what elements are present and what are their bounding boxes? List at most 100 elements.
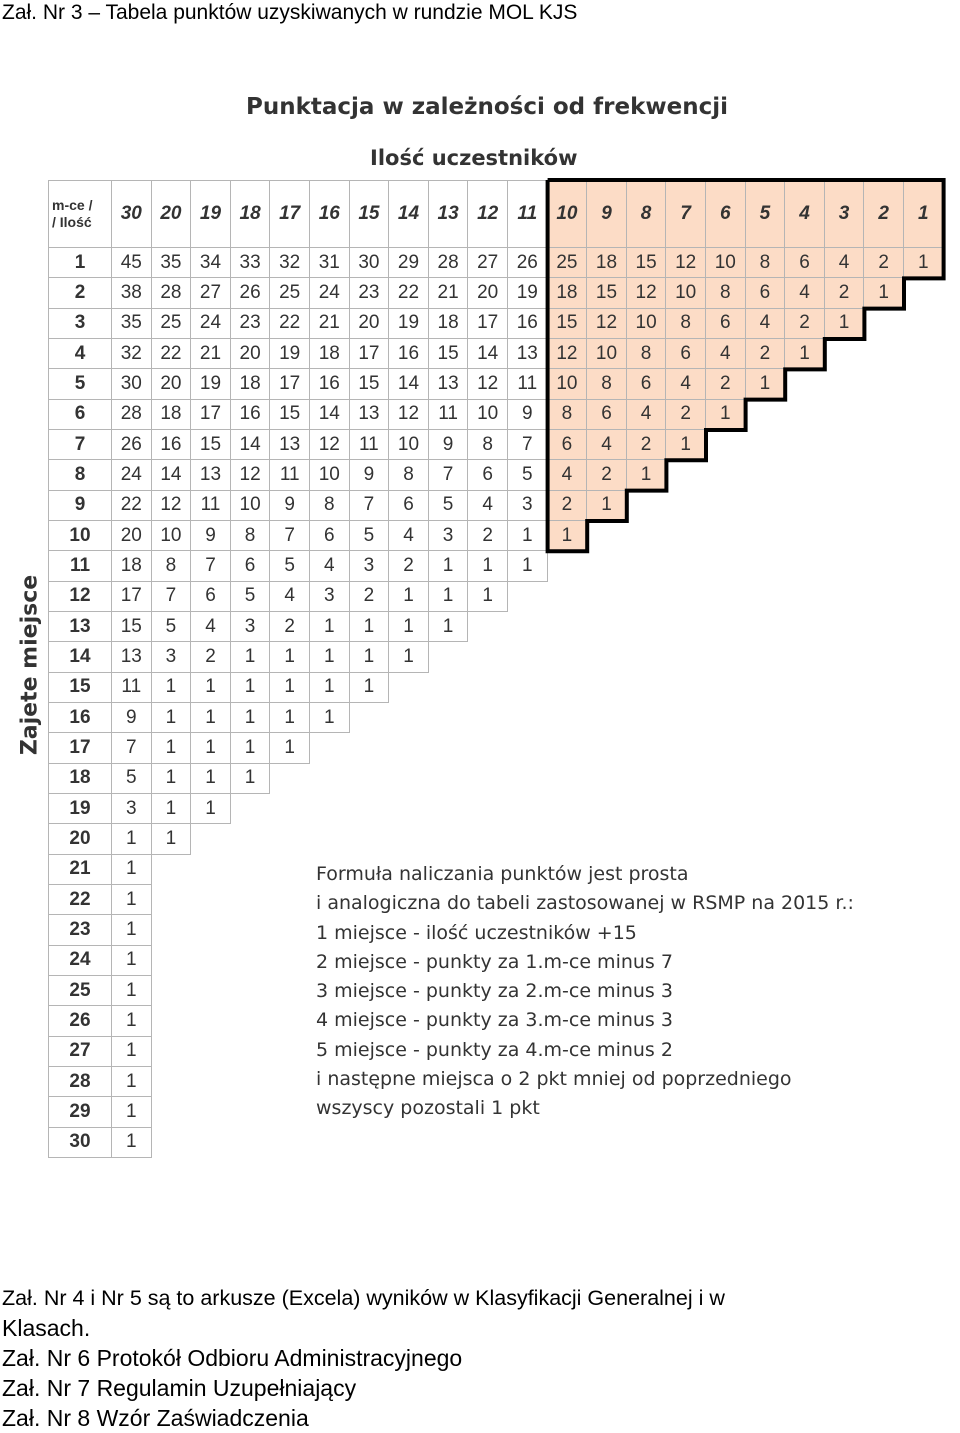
table-cell: 1 — [151, 824, 192, 855]
row-header-place: 19 — [48, 793, 112, 825]
table-cell: 1 — [270, 642, 310, 673]
row-header-place: 7 — [48, 429, 112, 461]
column-header: 8 — [626, 180, 667, 248]
table-cell: 4 — [824, 248, 865, 279]
table-cell: 23 — [230, 308, 271, 339]
table-cell: 1 — [112, 1036, 152, 1067]
table-cell: 11 — [428, 399, 469, 430]
row-header-place: 29 — [48, 1097, 112, 1128]
row-header-place: 27 — [48, 1036, 112, 1067]
table-cell: 30 — [349, 248, 390, 279]
table-cell: 4 — [547, 460, 588, 491]
row-header-place: 15 — [48, 672, 112, 703]
table-cell: 10 — [230, 490, 271, 521]
table-cell: 1 — [112, 1097, 152, 1128]
table-cell: 5 — [349, 520, 390, 552]
table-cell: 15 — [270, 399, 310, 430]
table-cell: 4 — [270, 581, 310, 612]
table-corner-header: m-ce / / Ilość — [48, 180, 112, 248]
table-cell: 1 — [191, 733, 231, 764]
attachment-line: Zał. Nr 7 Regulamin Uzupełniający — [2, 1375, 357, 1401]
row-header-place: 17 — [48, 733, 112, 764]
table-cell: 1 — [547, 520, 588, 552]
table-cell: 16 — [508, 308, 548, 339]
table-cell: 10 — [666, 278, 706, 309]
row-header-place: 2 — [48, 278, 112, 309]
table-cell: 5 — [230, 581, 271, 612]
table-cell: 19 — [389, 308, 429, 339]
table-cell: 13 — [191, 460, 231, 491]
table-cell: 30 — [112, 369, 152, 400]
row-header-place: 28 — [48, 1066, 112, 1098]
table-cell: 5 — [270, 551, 310, 582]
table-cell: 1 — [349, 672, 390, 703]
column-header: 4 — [785, 180, 825, 248]
table-cell: 12 — [666, 248, 706, 279]
table-cell: 3 — [349, 551, 390, 582]
table-cell: 1 — [428, 611, 469, 643]
table-cell: 1 — [230, 702, 271, 734]
column-header: 3 — [824, 180, 865, 248]
table-cell: 18 — [428, 308, 469, 339]
table-cell: 34 — [191, 248, 231, 279]
table-cell: 1 — [587, 490, 627, 521]
table-cell: 35 — [151, 248, 192, 279]
table-cell: 1 — [112, 854, 152, 885]
table-cell: 32 — [112, 338, 152, 370]
table-cell: 1 — [270, 672, 310, 703]
row-header-place: 8 — [48, 460, 112, 491]
table-cell: 9 — [191, 520, 231, 552]
table-cell: 2 — [706, 369, 746, 400]
table-cell: 1 — [112, 945, 152, 976]
table-cell: 2 — [824, 278, 865, 309]
table-cell: 1 — [112, 824, 152, 855]
row-header-place: 23 — [48, 915, 112, 946]
table-cell: 1 — [508, 551, 548, 582]
row-header-place: 10 — [48, 520, 112, 552]
table-cell: 1 — [310, 702, 350, 734]
table-cell: 1 — [666, 429, 706, 461]
table-cell: 5 — [428, 490, 469, 521]
formula-line: wszyscy pozostali 1 pkt — [316, 1097, 540, 1120]
table-cell: 24 — [310, 278, 350, 309]
table-cell: 3 — [151, 642, 192, 673]
table-cell: 1 — [310, 642, 350, 673]
table-cell: 22 — [270, 308, 310, 339]
table-cell: 8 — [706, 278, 746, 309]
row-header-place: 25 — [48, 975, 112, 1007]
column-header: 15 — [349, 180, 390, 248]
table-cell: 6 — [666, 338, 706, 370]
table-cell: 2 — [745, 338, 786, 370]
table-cell: 6 — [191, 581, 231, 612]
table-cell: 1 — [824, 308, 865, 339]
table-cell: 4 — [310, 551, 350, 582]
row-header-place: 6 — [48, 399, 112, 430]
table-cell: 2 — [626, 429, 667, 461]
table-cell: 25 — [151, 308, 192, 339]
table-cell: 13 — [349, 399, 390, 430]
table-cell: 2 — [547, 490, 588, 521]
table-cell: 26 — [508, 248, 548, 279]
table-cell: 7 — [112, 733, 152, 764]
column-header: 17 — [270, 180, 310, 248]
participants-label: Ilość uczestników — [370, 146, 578, 170]
table-cell: 19 — [191, 369, 231, 400]
table-cell: 45 — [112, 248, 152, 279]
table-cell: 1 — [468, 551, 508, 582]
formula-line: i następne miejsca o 2 pkt mniej od popr… — [316, 1068, 792, 1091]
table-cell: 4 — [389, 520, 429, 552]
row-header-place: 20 — [48, 824, 112, 855]
table-cell: 31 — [310, 248, 350, 279]
row-header-place: 21 — [48, 854, 112, 885]
table-cell: 3 — [508, 490, 548, 521]
table-cell: 1 — [151, 793, 192, 825]
row-header-place: 3 — [48, 308, 112, 339]
table-cell: 8 — [626, 338, 667, 370]
table-cell: 1 — [270, 702, 310, 734]
column-header: 12 — [468, 180, 508, 248]
formula-description: Formuła naliczania punktów jest prosta i… — [316, 860, 854, 1124]
table-cell: 1 — [112, 1066, 152, 1098]
table-cell: 17 — [468, 308, 508, 339]
table-cell: 27 — [468, 248, 508, 279]
row-header-place: 14 — [48, 642, 112, 673]
